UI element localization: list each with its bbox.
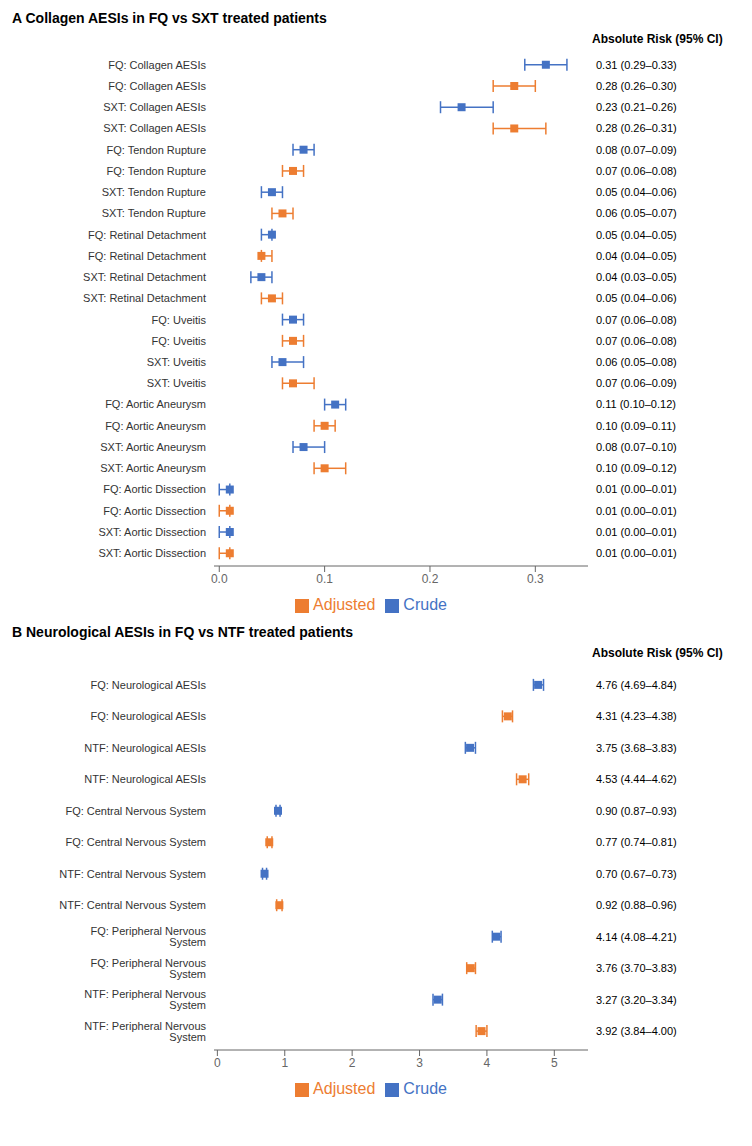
svg-text:SXT: Uveitis: SXT: Uveitis: [147, 377, 207, 389]
svg-text:0.2: 0.2: [422, 572, 439, 586]
svg-text:SXT: Aortic Dissection: SXT: Aortic Dissection: [98, 526, 206, 538]
svg-text:FQ: Retinal Detachment: FQ: Retinal Detachment: [88, 250, 206, 262]
html-text:Absolute Risk (95% CI): Absolute Risk (95% CI): [592, 32, 723, 46]
svg-text:0.70 (0.67–0.73): 0.70 (0.67–0.73): [596, 868, 677, 880]
html-text:Adjusted: Adjusted: [313, 1080, 376, 1097]
svg-text:4.31 (4.23–4.38): 4.31 (4.23–4.38): [596, 710, 677, 722]
svg-text:5: 5: [551, 1056, 558, 1070]
svg-text:0.04 (0.03–0.05): 0.04 (0.03–0.05): [596, 271, 677, 283]
svg-text:0.07 (0.06–0.08): 0.07 (0.06–0.08): [596, 165, 677, 177]
svg-text:FQ: Collagen AESIs: FQ: Collagen AESIs: [108, 59, 206, 71]
svg-text:FQ: Tendon Rupture: FQ: Tendon Rupture: [107, 144, 206, 156]
svg-text:3.75 (3.68–3.83): 3.75 (3.68–3.83): [596, 742, 677, 754]
svg-text:4.14 (4.08–4.21): 4.14 (4.08–4.21): [596, 931, 677, 943]
svg-text:SXT: Uveitis: SXT: Uveitis: [147, 356, 207, 368]
svg-text:0.01 (0.00–0.01): 0.01 (0.00–0.01): [596, 547, 677, 559]
svg-text:FQ: Aortic Dissection: FQ: Aortic Dissection: [103, 483, 206, 495]
svg-text:0.28 (0.26–0.31): 0.28 (0.26–0.31): [596, 122, 677, 134]
html-text:B Neurological AESIs in FQ vs: B Neurological AESIs in FQ vs NTF treate…: [12, 624, 353, 640]
svg-text:3.92 (3.84–4.00): 3.92 (3.84–4.00): [596, 1025, 677, 1037]
svg-text:SXT: Aortic Dissection: SXT: Aortic Dissection: [98, 547, 206, 559]
svg-text:2: 2: [349, 1056, 356, 1070]
svg-text:0.0: 0.0: [211, 572, 228, 586]
svg-text:FQ: Retinal Detachment: FQ: Retinal Detachment: [88, 229, 206, 241]
svg-text:NTF: Neurological AESIs: NTF: Neurological AESIs: [84, 773, 206, 785]
svg-text:FQ: Aortic Dissection: FQ: Aortic Dissection: [103, 505, 206, 517]
svg-text:0.05 (0.04–0.05): 0.05 (0.04–0.05): [596, 229, 677, 241]
svg-text:0.77 (0.74–0.81): 0.77 (0.74–0.81): [596, 836, 677, 848]
svg-text:0: 0: [214, 1056, 221, 1070]
svg-text:3: 3: [416, 1056, 423, 1070]
svg-text:NTF: Central Nervous System: NTF: Central Nervous System: [59, 899, 206, 911]
svg-text:SXT: Aortic Aneurysm: SXT: Aortic Aneurysm: [100, 462, 206, 474]
html-text:Absolute Risk (95% CI): Absolute Risk (95% CI): [592, 646, 723, 660]
svg-text:0.04 (0.04–0.05): 0.04 (0.04–0.05): [596, 250, 677, 262]
svg-text:0.07 (0.06–0.08): 0.07 (0.06–0.08): [596, 335, 677, 347]
svg-text:FQ: Tendon Rupture: FQ: Tendon Rupture: [107, 165, 206, 177]
svg-text:0.06 (0.05–0.08): 0.06 (0.05–0.08): [596, 356, 677, 368]
svg-text:FQ: Central Nervous System: FQ: Central Nervous System: [65, 805, 206, 817]
svg-text:SXT: Collagen AESIs: SXT: Collagen AESIs: [103, 122, 206, 134]
svg-text:SXT: Retinal Detachment: SXT: Retinal Detachment: [83, 271, 206, 283]
svg-text:FQ: Uveitis: FQ: Uveitis: [152, 335, 207, 347]
svg-text:SXT: Tendon Rupture: SXT: Tendon Rupture: [102, 186, 206, 198]
svg-text:FQ: Peripheral NervousSystem: FQ: Peripheral NervousSystem: [90, 957, 206, 980]
svg-text:3.27 (3.20–3.34): 3.27 (3.20–3.34): [596, 994, 677, 1006]
svg-text:0.92 (0.88–0.96): 0.92 (0.88–0.96): [596, 899, 677, 911]
svg-text:NTF: Peripheral NervousSystem: NTF: Peripheral NervousSystem: [84, 1020, 206, 1043]
svg-text:FQ: Aortic Aneurysm: FQ: Aortic Aneurysm: [105, 420, 206, 432]
svg-text:FQ: Neurological AESIs: FQ: Neurological AESIs: [90, 710, 206, 722]
svg-text:0.01 (0.00–0.01): 0.01 (0.00–0.01): [596, 505, 677, 517]
svg-text:0.08 (0.07–0.09): 0.08 (0.07–0.09): [596, 144, 677, 156]
svg-text:4.53 (4.44–4.62): 4.53 (4.44–4.62): [596, 773, 677, 785]
svg-text:0.1: 0.1: [316, 572, 333, 586]
html-text:A Collagen AESIs in FQ vs SXT: A Collagen AESIs in FQ vs SXT treated pa…: [12, 10, 327, 26]
svg-text:FQ: Neurological AESIs: FQ: Neurological AESIs: [90, 679, 206, 691]
svg-text:FQ: Uveitis: FQ: Uveitis: [152, 314, 207, 326]
svg-text:0.05 (0.04–0.06): 0.05 (0.04–0.06): [596, 186, 677, 198]
svg-text:FQ: Central Nervous System: FQ: Central Nervous System: [65, 836, 206, 848]
html-text:Crude: Crude: [403, 1080, 447, 1097]
svg-text:0.10 (0.09–0.11): 0.10 (0.09–0.11): [596, 420, 676, 432]
svg-text:0.90 (0.87–0.93): 0.90 (0.87–0.93): [596, 805, 677, 817]
html-text:Crude: Crude: [403, 596, 447, 613]
svg-text:0.08 (0.07–0.10): 0.08 (0.07–0.10): [596, 441, 677, 453]
svg-text:SXT: Collagen AESIs: SXT: Collagen AESIs: [103, 101, 206, 113]
svg-text:0.01 (0.00–0.01): 0.01 (0.00–0.01): [596, 526, 677, 538]
svg-text:0.06 (0.05–0.07): 0.06 (0.05–0.07): [596, 207, 677, 219]
svg-text:0.07 (0.06–0.09): 0.07 (0.06–0.09): [596, 377, 677, 389]
svg-text:NTF: Neurological AESIs: NTF: Neurological AESIs: [84, 742, 206, 754]
svg-text:0.23 (0.21–0.26): 0.23 (0.21–0.26): [596, 101, 677, 113]
svg-text:0.07 (0.06–0.08): 0.07 (0.06–0.08): [596, 314, 677, 326]
svg-text:0.31 (0.29–0.33): 0.31 (0.29–0.33): [596, 59, 677, 71]
svg-text:FQ: Aortic Aneurysm: FQ: Aortic Aneurysm: [105, 398, 206, 410]
svg-text:0.11 (0.10–0.12): 0.11 (0.10–0.12): [596, 398, 676, 410]
svg-text:0.28 (0.26–0.30): 0.28 (0.26–0.30): [596, 80, 677, 92]
svg-text:0.10 (0.09–0.12): 0.10 (0.09–0.12): [596, 462, 677, 474]
svg-text:0.3: 0.3: [527, 572, 544, 586]
svg-text:3.76 (3.70–3.83): 3.76 (3.70–3.83): [596, 962, 677, 974]
svg-text:SXT: Aortic Aneurysm: SXT: Aortic Aneurysm: [100, 441, 206, 453]
svg-text:NTF: Peripheral NervousSystem: NTF: Peripheral NervousSystem: [84, 988, 206, 1011]
svg-text:4.76 (4.69–4.84): 4.76 (4.69–4.84): [596, 679, 677, 691]
svg-text:0.05 (0.04–0.06): 0.05 (0.04–0.06): [596, 292, 677, 304]
svg-text:1: 1: [281, 1056, 288, 1070]
svg-text:SXT: Tendon Rupture: SXT: Tendon Rupture: [102, 207, 206, 219]
svg-text:4: 4: [484, 1056, 491, 1070]
html-text:Adjusted: Adjusted: [313, 596, 376, 613]
svg-text:0.01 (0.00–0.01): 0.01 (0.00–0.01): [596, 483, 677, 495]
svg-text:FQ: Collagen AESIs: FQ: Collagen AESIs: [108, 80, 206, 92]
svg-text:SXT: Retinal Detachment: SXT: Retinal Detachment: [83, 292, 206, 304]
svg-text:FQ: Peripheral NervousSystem: FQ: Peripheral NervousSystem: [90, 925, 206, 948]
svg-text:NTF: Central Nervous System: NTF: Central Nervous System: [59, 868, 206, 880]
